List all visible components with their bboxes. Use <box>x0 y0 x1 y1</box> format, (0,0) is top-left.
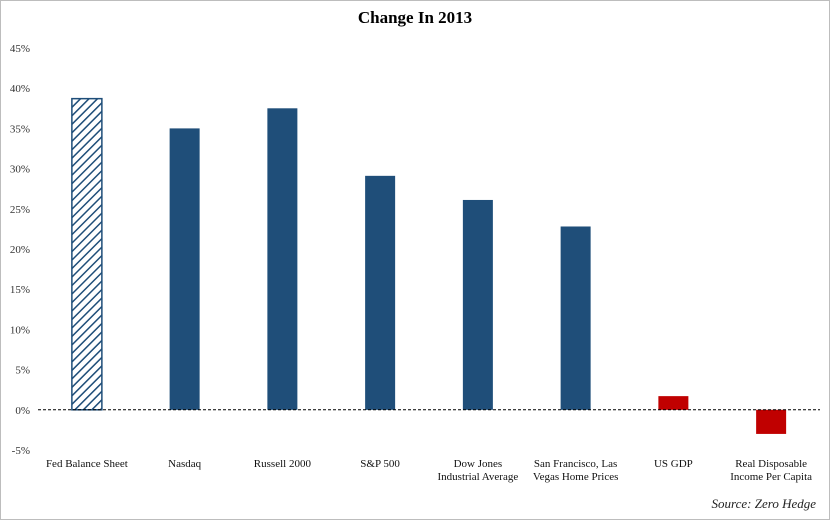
x-category-label: Fed Balance Sheet <box>46 458 128 470</box>
bar <box>267 108 298 410</box>
y-tick-label: 20% <box>10 244 30 256</box>
x-category-label: San Francisco, Las Vegas Home Prices <box>533 458 619 483</box>
y-tick-label: 35% <box>10 123 30 135</box>
source-note: Source: Zero Hedge <box>711 496 816 511</box>
y-tick-label: 5% <box>15 365 30 377</box>
y-tick-label: 40% <box>10 83 30 95</box>
x-category-label: US GDP <box>654 458 693 470</box>
y-tick-label: 25% <box>10 204 30 216</box>
chart-title: Change In 2013 <box>357 8 473 27</box>
x-category-label: S&P 500 <box>360 458 400 470</box>
y-tick-label: 10% <box>10 324 30 336</box>
bar <box>560 226 591 410</box>
bar <box>71 97 103 411</box>
x-category-label: Russell 2000 <box>254 458 312 470</box>
x-category-label: Nasdaq <box>168 458 201 470</box>
bar <box>658 396 689 410</box>
bar <box>756 409 787 434</box>
bar <box>462 199 493 410</box>
y-tick-label: 0% <box>15 405 30 417</box>
x-category-label: Real Disposable Income Per Capita <box>730 458 812 483</box>
y-tick-label: -5% <box>12 445 30 457</box>
y-tick-label: 45% <box>10 43 30 55</box>
bar <box>169 128 200 410</box>
y-tick-label: 15% <box>10 284 30 296</box>
x-category-label: Dow Jones Industrial Average <box>438 458 519 483</box>
bar <box>365 175 396 410</box>
y-tick-label: 30% <box>10 164 30 176</box>
